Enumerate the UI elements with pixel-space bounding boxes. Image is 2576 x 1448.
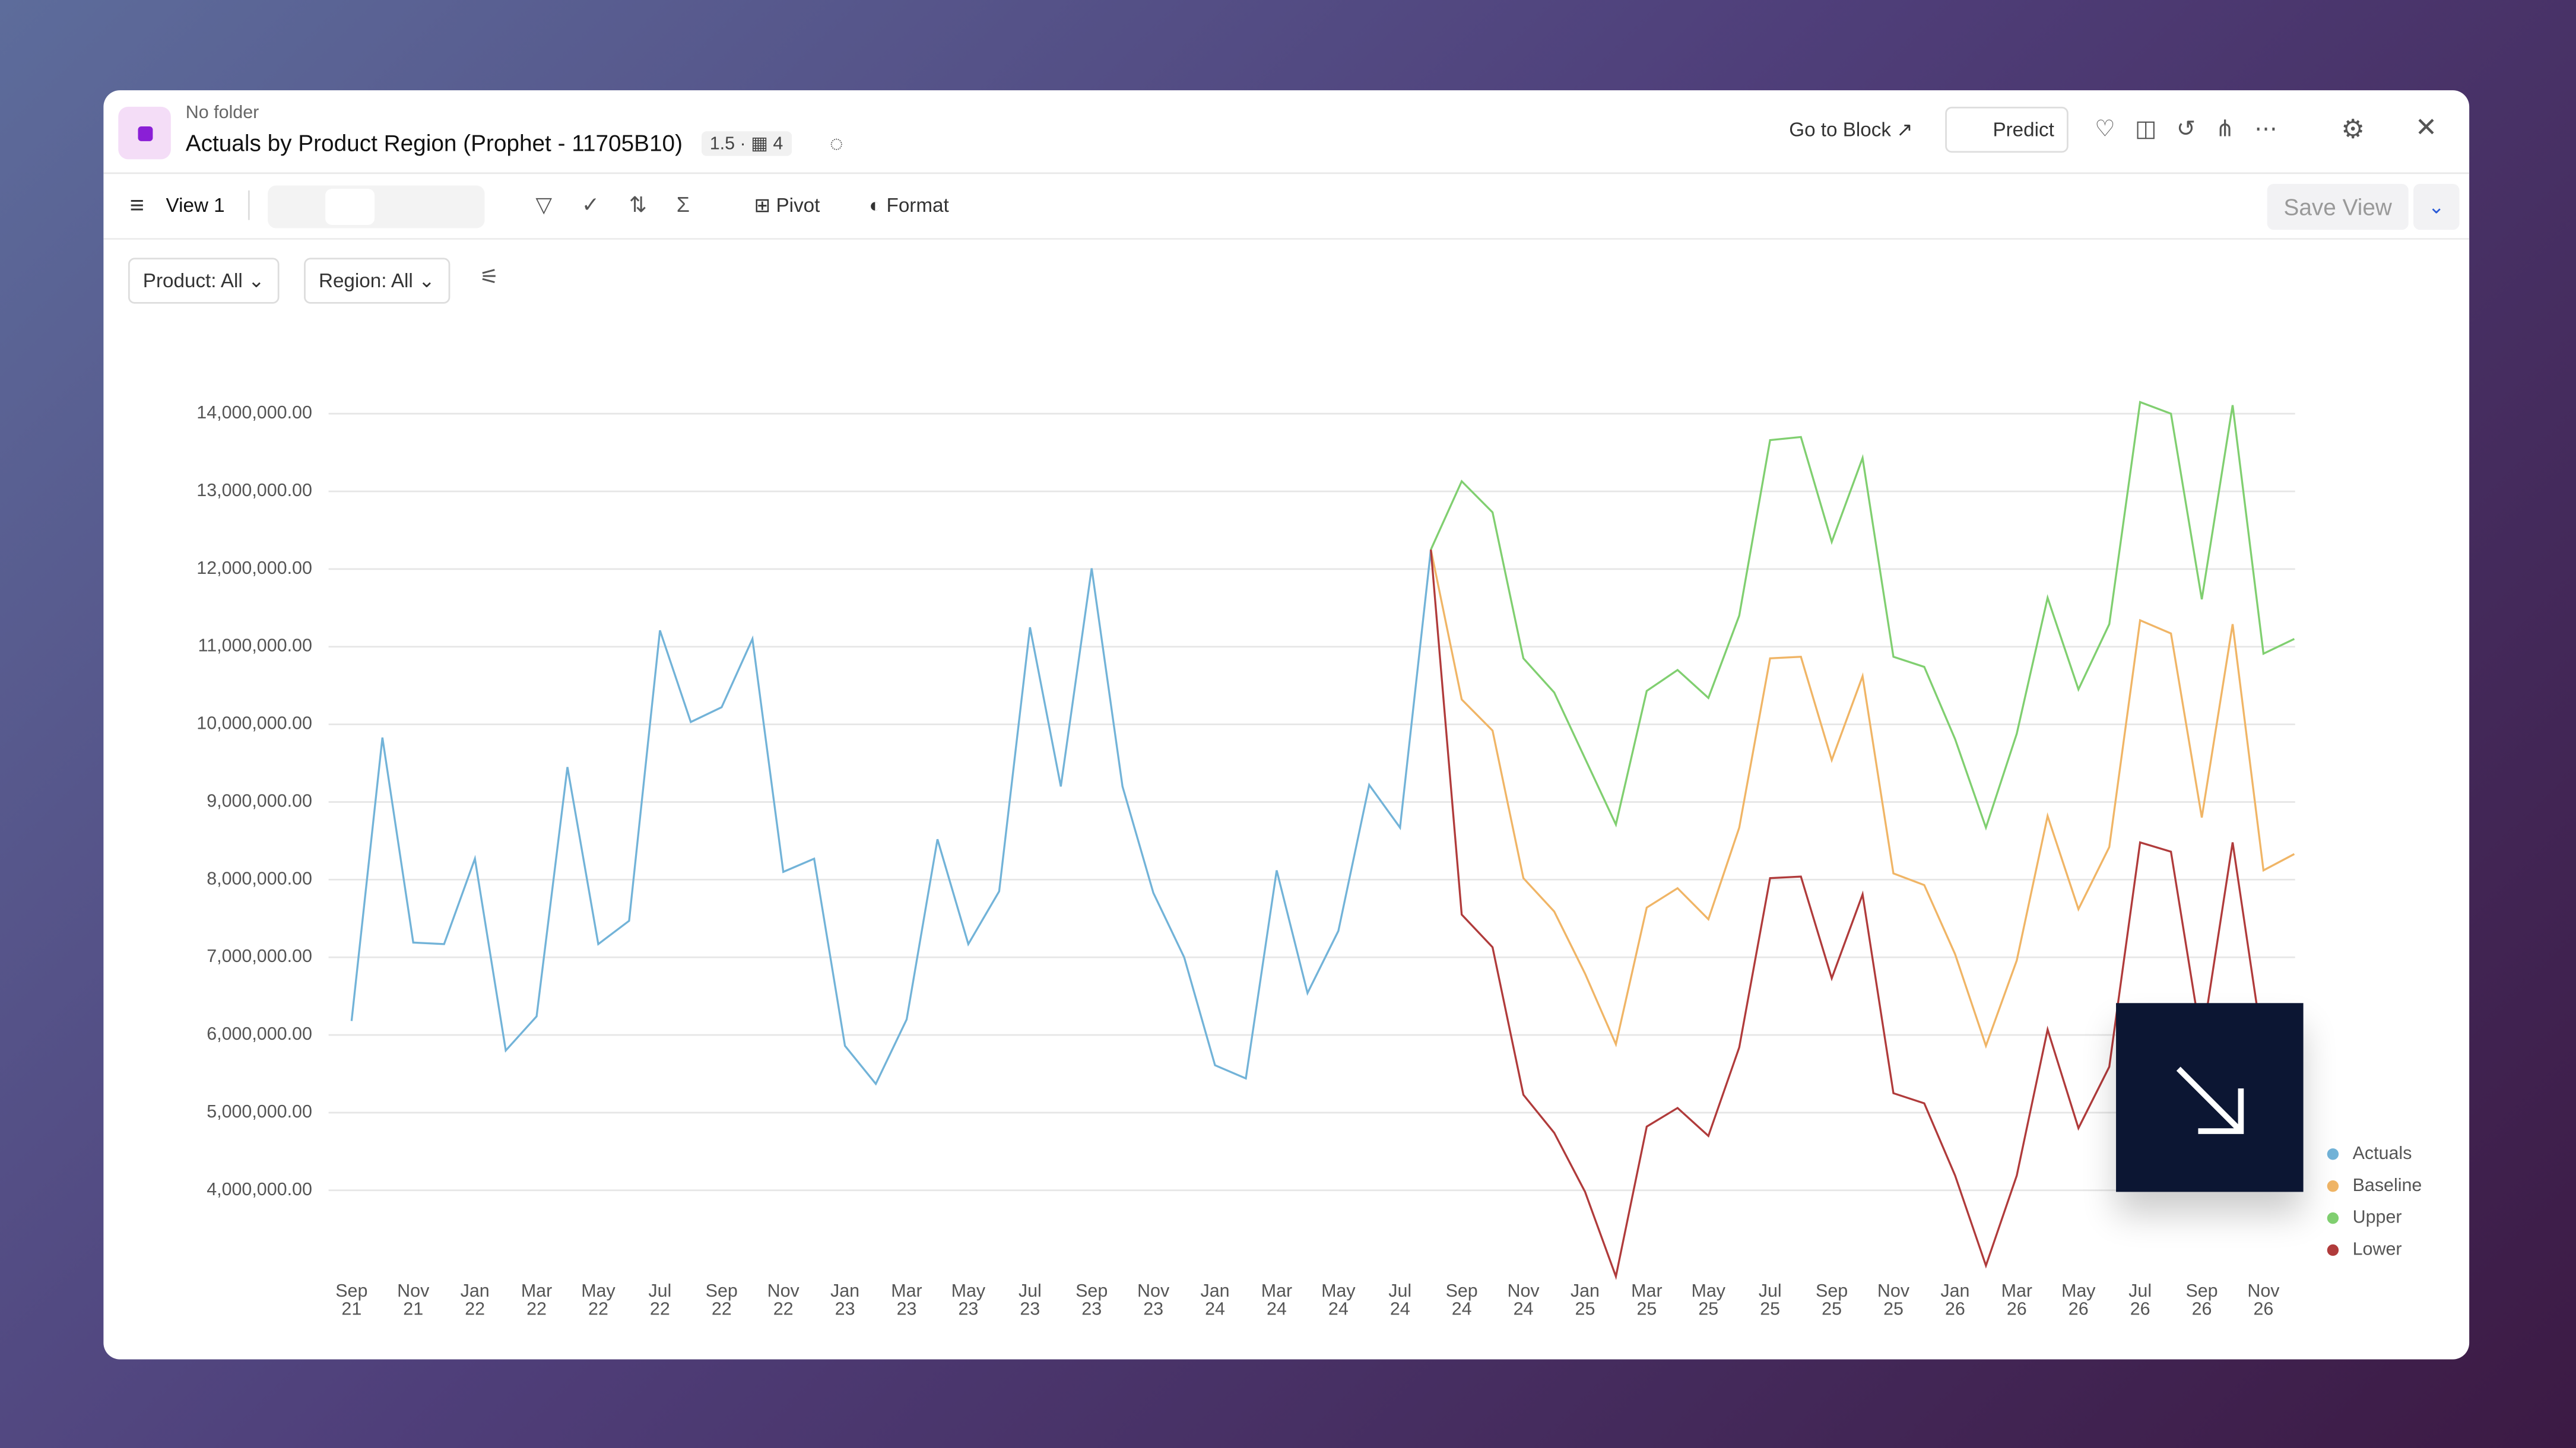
x-tick-label: Jan 24 [1200,1281,1229,1319]
x-tick-label: Nov 24 [1508,1281,1540,1319]
x-tick-label: Sep 21 [335,1281,367,1319]
settings[interactable]: ⚙ [2341,116,2365,145]
x-tick-label: Jul 26 [2128,1281,2152,1319]
x-tick-label: Mar 22 [521,1281,552,1319]
legend-swatch [2327,1148,2339,1160]
x-tick-label: Jul 23 [1019,1281,1042,1319]
title: Actuals by Product Region (Prophet - 117… [185,129,683,156]
app-icon [118,106,171,160]
format[interactable]: ◐ Format [869,193,949,217]
legend-label: Baseline [2353,1175,2422,1195]
x-tick-label: Mar 26 [2001,1281,2032,1319]
divider [103,172,2470,174]
filter-label: Product: All [142,269,243,293]
filter[interactable]: Region: All ⌄ [304,258,450,304]
legend-swatch [2327,1244,2339,1256]
x-tick-label: Nov 21 [397,1281,430,1319]
x-tick-label: Sep 24 [1446,1281,1478,1319]
y-tick-label: 14,000,000.00 [196,402,312,423]
x-tick-label: Jul 22 [648,1281,671,1319]
separator [248,190,250,220]
y-tick-label: 9,000,000.00 [207,790,312,811]
x-tick-label: May 25 [1692,1281,1726,1319]
predict-button[interactable]: Predict [1945,106,2069,153]
filter-label: Region: All [318,269,413,293]
filter-settings[interactable]: ⚟ [480,264,499,289]
overlay-button[interactable] [2116,1003,2304,1192]
series-line [1430,549,2295,1281]
filter[interactable]: Product: All ⌄ [128,258,280,304]
toolbar-icons[interactable]: ♡◫↺⋔⋯ [2095,115,2298,141]
x-tick-label: Sep 22 [706,1281,738,1319]
x-tick-label: Nov 25 [1877,1281,1910,1319]
menu[interactable]: ≡ [129,192,144,220]
x-tick-label: Nov 23 [1137,1281,1170,1319]
x-tick-label: Sep 25 [1816,1281,1848,1319]
series-line [1430,401,2295,831]
x-tick-label: Jul 25 [1759,1281,1782,1319]
x-tick-label: Mar 24 [1261,1281,1292,1319]
y-tick-label: 10,000,000.00 [196,713,312,733]
folder: No folder [185,103,259,123]
view-tab[interactable]: View 1 [166,193,225,217]
x-tick-label: Jan 22 [461,1281,490,1319]
block-count: 4 [773,134,783,155]
x-tick-label: May 23 [951,1281,986,1319]
series-line [1430,549,2295,1049]
x-tick-label: Jul 24 [1388,1281,1411,1319]
y-tick-label: 12,000,000.00 [196,558,312,578]
y-tick-label: 8,000,000.00 [207,868,312,888]
x-tick-label: May 24 [1321,1281,1356,1319]
predict-label: Predict [1993,118,2054,141]
version-badge: 1.5 · ▦ 4 [701,131,792,156]
go-to-block-label: Go to Block [1789,118,1891,141]
divider [103,238,2470,240]
legend-swatch [2327,1180,2339,1192]
x-tick-label: Jan 23 [830,1281,859,1319]
y-tick-label: 5,000,000.00 [207,1101,312,1122]
x-tick-label: Mar 25 [1631,1281,1662,1319]
legend-label: Upper [2353,1207,2402,1227]
x-tick-label: Mar 23 [891,1281,922,1319]
y-tick-label: 4,000,000.00 [207,1179,312,1199]
x-tick-label: Jan 25 [1571,1281,1600,1319]
format-label: Format [886,193,949,217]
y-tick-label: 11,000,000.00 [198,636,312,656]
go-to-block[interactable]: Go to Block ↗ [1789,118,1914,141]
close[interactable]: ✕ [2415,115,2437,143]
verify-icon[interactable]: ◌ [829,129,843,156]
y-tick-label: 6,000,000.00 [207,1024,312,1044]
pivot[interactable]: ⊞ Pivot [754,193,820,217]
version: 1.5 [709,134,735,155]
x-tick-label: Nov 26 [2247,1281,2280,1319]
x-tick-label: Jan 26 [1940,1281,1969,1319]
x-tick-label: May 26 [2061,1281,2096,1319]
x-tick-label: May 22 [581,1281,616,1319]
legend-label: Lower [2353,1239,2402,1259]
series-line [350,549,1432,1086]
legend-swatch [2327,1212,2339,1224]
y-tick-label: 7,000,000.00 [207,946,312,966]
x-tick-label: Sep 23 [1076,1281,1108,1319]
pivot-label: Pivot [776,193,820,217]
arrow-icon [2176,1066,2244,1134]
save-view[interactable]: Save View [2267,183,2409,230]
save-menu[interactable]: ⌄ [2413,183,2460,230]
x-tick-label: Sep 26 [2185,1281,2217,1319]
y-tick-label: 13,000,000.00 [196,480,312,500]
legend-label: Actuals [2353,1143,2412,1163]
filter-sort-icons[interactable]: ▽✓⇅Σ [535,192,719,217]
view-switcher[interactable] [268,185,485,228]
x-tick-label: Nov 22 [767,1281,800,1319]
